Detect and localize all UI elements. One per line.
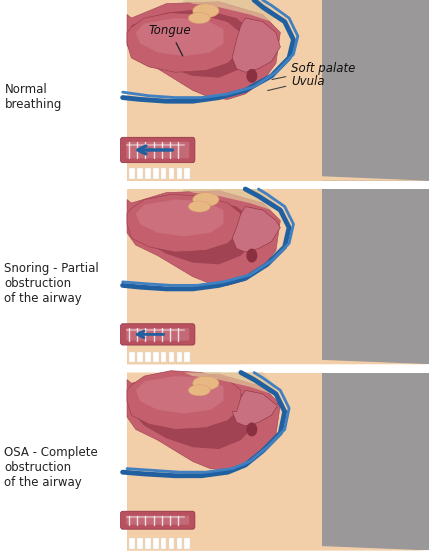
Polygon shape <box>161 352 166 363</box>
Polygon shape <box>322 0 429 181</box>
Polygon shape <box>137 352 143 363</box>
Polygon shape <box>127 371 241 429</box>
Ellipse shape <box>246 249 257 262</box>
Polygon shape <box>169 352 174 363</box>
Polygon shape <box>322 189 429 364</box>
Polygon shape <box>127 189 429 364</box>
Polygon shape <box>127 329 429 364</box>
Polygon shape <box>153 352 159 363</box>
Polygon shape <box>136 200 223 236</box>
Polygon shape <box>127 194 241 252</box>
Polygon shape <box>129 538 135 549</box>
Polygon shape <box>127 2 280 100</box>
Polygon shape <box>127 13 241 72</box>
Polygon shape <box>153 538 159 549</box>
Text: Tongue: Tongue <box>149 24 191 56</box>
FancyBboxPatch shape <box>120 137 195 163</box>
Polygon shape <box>184 189 276 210</box>
Polygon shape <box>322 373 429 550</box>
Polygon shape <box>184 352 190 363</box>
Polygon shape <box>232 207 280 252</box>
Polygon shape <box>127 189 311 364</box>
Polygon shape <box>136 18 223 56</box>
Polygon shape <box>127 156 429 181</box>
Ellipse shape <box>193 4 219 18</box>
Ellipse shape <box>193 376 219 390</box>
Polygon shape <box>137 538 143 549</box>
Polygon shape <box>169 168 174 179</box>
Polygon shape <box>127 145 429 181</box>
FancyBboxPatch shape <box>126 328 189 341</box>
FancyBboxPatch shape <box>120 324 195 345</box>
Polygon shape <box>175 0 272 58</box>
Polygon shape <box>177 168 182 179</box>
Polygon shape <box>131 9 254 78</box>
Polygon shape <box>127 374 280 470</box>
Polygon shape <box>127 191 280 285</box>
Text: Uvula: Uvula <box>268 75 325 91</box>
Polygon shape <box>131 381 254 449</box>
Polygon shape <box>175 189 272 245</box>
Polygon shape <box>145 352 151 363</box>
Text: Snoring - Partial
obstruction
of the airway: Snoring - Partial obstruction of the air… <box>4 262 99 305</box>
Text: Normal
breathing: Normal breathing <box>4 83 62 111</box>
Polygon shape <box>232 18 280 72</box>
Text: OSA - Complete
obstruction
of the airway: OSA - Complete obstruction of the airway <box>4 445 98 489</box>
Polygon shape <box>145 538 151 549</box>
Ellipse shape <box>193 192 219 206</box>
Polygon shape <box>127 0 429 181</box>
Polygon shape <box>137 168 143 179</box>
Polygon shape <box>184 0 276 22</box>
Ellipse shape <box>188 201 210 212</box>
Polygon shape <box>184 538 190 549</box>
Text: Soft palate: Soft palate <box>272 62 356 80</box>
Polygon shape <box>232 390 280 426</box>
Ellipse shape <box>246 423 257 436</box>
Polygon shape <box>145 168 151 179</box>
FancyBboxPatch shape <box>126 142 189 158</box>
Polygon shape <box>127 525 429 550</box>
Polygon shape <box>177 352 182 363</box>
Ellipse shape <box>246 69 257 83</box>
Ellipse shape <box>188 385 210 396</box>
Polygon shape <box>129 168 135 179</box>
Polygon shape <box>175 373 272 429</box>
Polygon shape <box>153 168 159 179</box>
Polygon shape <box>177 538 182 549</box>
Polygon shape <box>127 373 311 550</box>
Polygon shape <box>127 515 429 550</box>
FancyBboxPatch shape <box>120 511 195 529</box>
Polygon shape <box>127 340 429 364</box>
Polygon shape <box>184 373 276 394</box>
Polygon shape <box>129 352 135 363</box>
Ellipse shape <box>188 13 210 23</box>
Polygon shape <box>136 376 223 414</box>
Polygon shape <box>169 538 174 549</box>
Polygon shape <box>161 538 166 549</box>
FancyBboxPatch shape <box>126 515 189 525</box>
Polygon shape <box>184 168 190 179</box>
Polygon shape <box>127 373 429 550</box>
Polygon shape <box>131 198 254 264</box>
Polygon shape <box>161 168 166 179</box>
Polygon shape <box>127 0 311 181</box>
